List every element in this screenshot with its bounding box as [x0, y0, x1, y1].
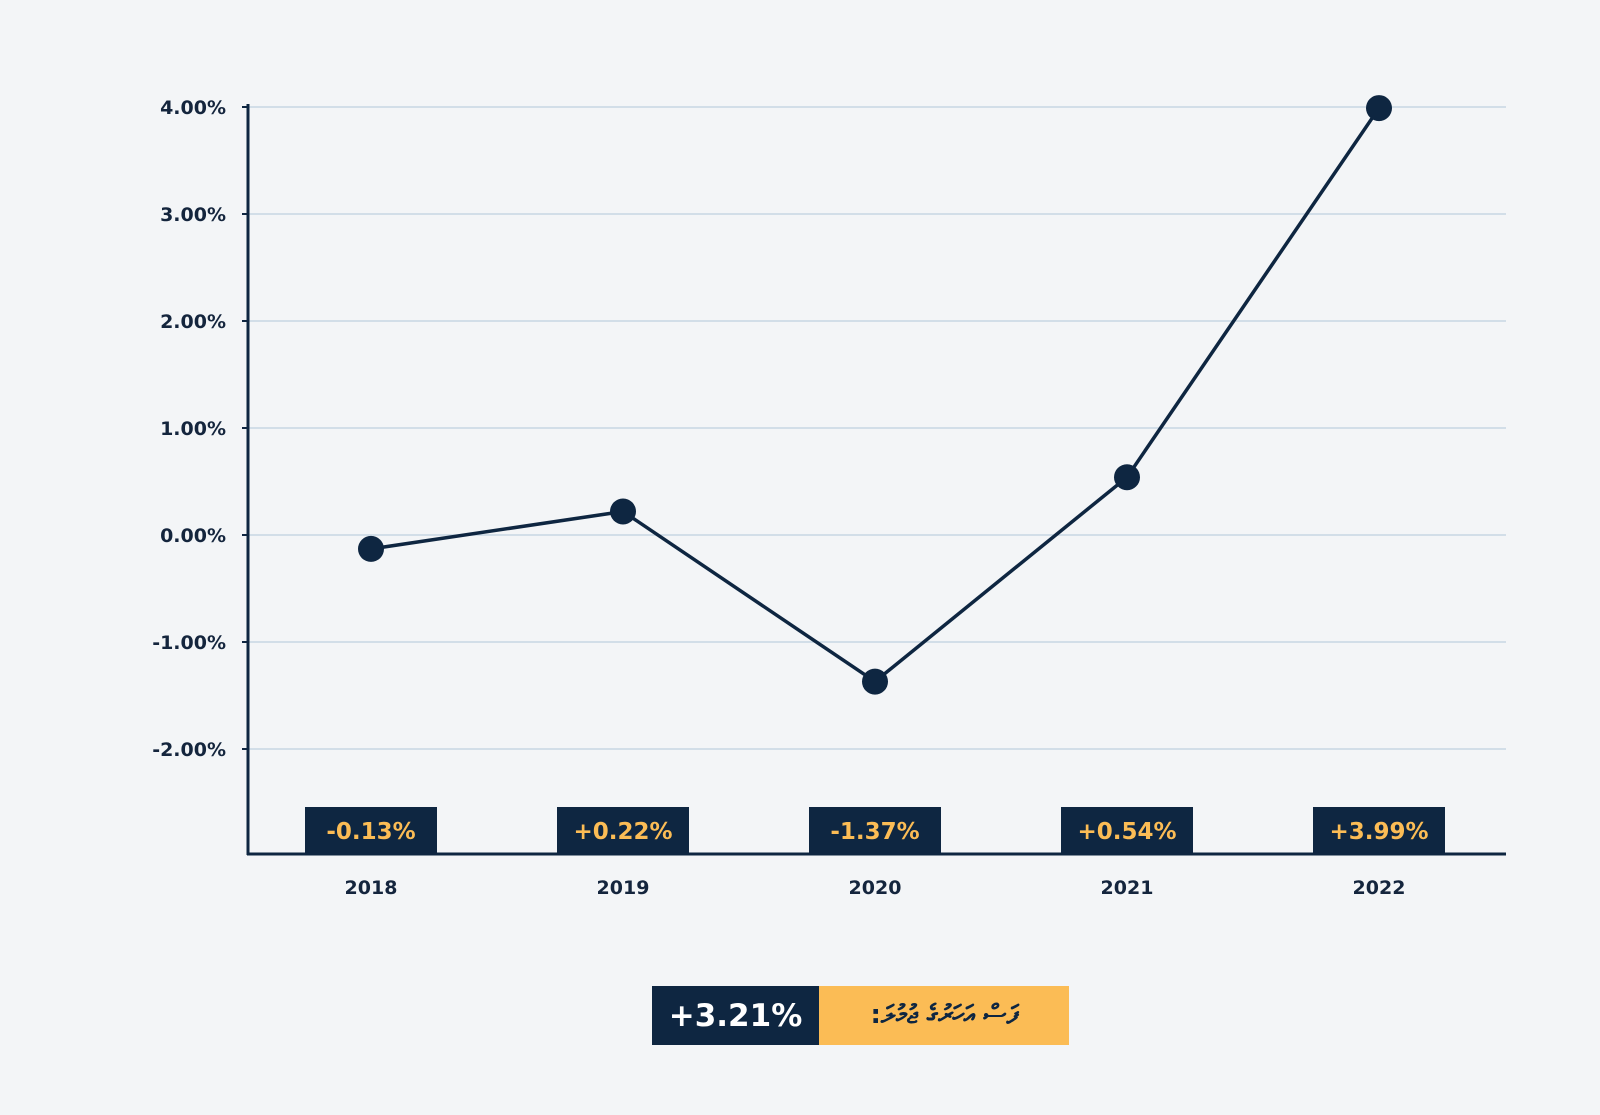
value-badge-label: -0.13% — [326, 819, 415, 845]
data-point — [862, 668, 888, 695]
data-point — [358, 535, 384, 562]
y-tick-label: -2.00% — [152, 739, 226, 761]
series-line — [370, 107, 1381, 684]
x-tick-label: 2022 — [1353, 877, 1406, 899]
value-badges: -0.13% +0.22% -1.37% +0.54% +3.99% — [305, 807, 1445, 854]
x-axis-ticks: 2018 2019 2020 2021 2022 — [345, 877, 1406, 899]
y-tick-label: 0.00% — [160, 525, 226, 547]
axes — [246, 104, 1506, 856]
y-axis-ticks: 4.00% 3.00% 2.00% 1.00% 0.00% -1.00% -2.00% — [152, 97, 226, 761]
value-badge — [809, 807, 941, 854]
x-tick-label: 2021 — [1101, 877, 1154, 899]
value-badge-label: +0.54% — [1077, 819, 1176, 845]
data-points — [358, 95, 1392, 695]
y-tick-label: 3.00% — [160, 204, 226, 226]
y-tick-label: 2.00% — [160, 311, 226, 333]
summary-value: +3.21% — [652, 986, 819, 1045]
value-badge-label: +3.99% — [1329, 819, 1428, 845]
value-badge — [305, 807, 437, 854]
x-tick-label: 2020 — [849, 877, 902, 899]
value-badge-label: +0.22% — [573, 819, 672, 845]
x-tick-label: 2019 — [597, 877, 650, 899]
y-tick-label: 1.00% — [160, 418, 226, 440]
data-point — [1114, 464, 1140, 491]
y-tick-label: -1.00% — [152, 632, 226, 654]
value-badge — [1313, 807, 1445, 854]
value-badge — [1061, 807, 1193, 854]
value-badge — [557, 807, 689, 854]
x-tick-label: 2018 — [345, 877, 398, 899]
grid-lines — [242, 106, 1506, 750]
summary-label: ފަސް އަހަރުގެ ޖުމުލަ: — [819, 986, 1069, 1045]
y-tick-label: 4.00% — [160, 97, 226, 119]
summary-pill: +3.21% ފަސް އަހަރުގެ ޖުމުލަ: — [652, 986, 1069, 1045]
data-point — [1366, 95, 1392, 122]
value-badge-label: -1.37% — [830, 819, 919, 845]
data-point — [610, 498, 636, 525]
